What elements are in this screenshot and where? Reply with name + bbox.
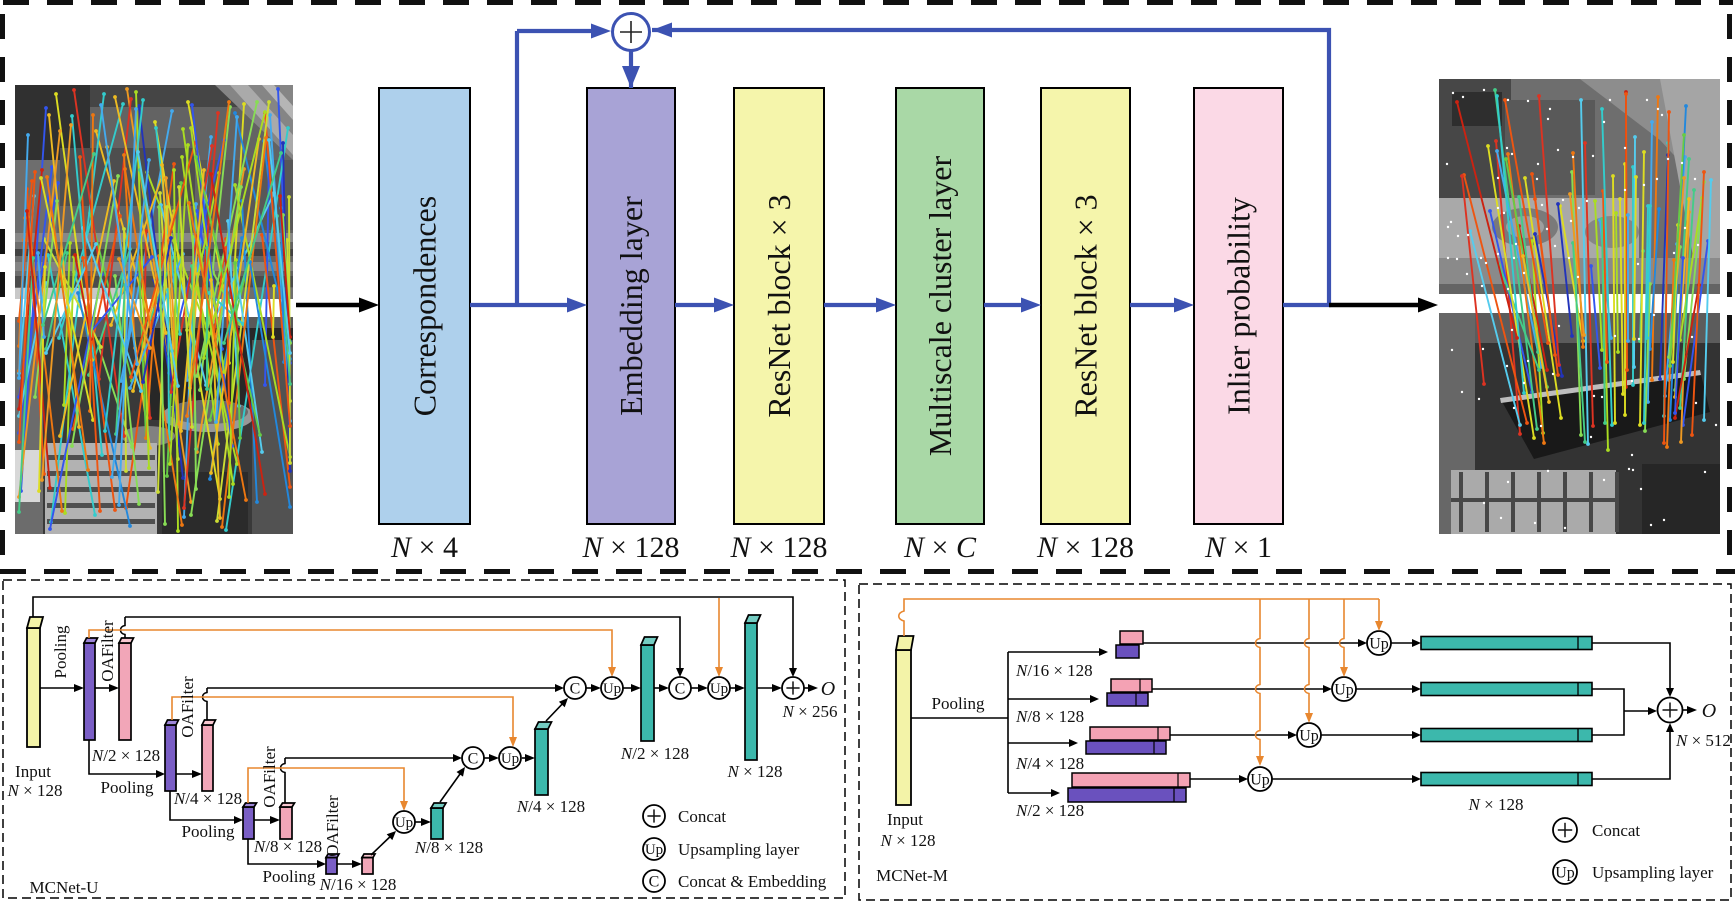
svg-text:N/4 × 128: N/4 × 128 bbox=[173, 789, 242, 808]
svg-text:OAFilter: OAFilter bbox=[260, 746, 279, 808]
svg-text:Multiscale cluster layer: Multiscale cluster layer bbox=[922, 155, 958, 456]
svg-text:Concat: Concat bbox=[678, 807, 726, 826]
svg-text:N × 512: N × 512 bbox=[1675, 731, 1731, 750]
svg-text:MCNet-M: MCNet-M bbox=[876, 866, 948, 885]
svg-text:Pooling: Pooling bbox=[51, 625, 70, 678]
svg-text:N/2 × 128: N/2 × 128 bbox=[620, 744, 689, 763]
svg-text:Up: Up bbox=[603, 681, 621, 697]
svg-text:Up: Up bbox=[501, 751, 519, 767]
svg-text:Up: Up bbox=[1250, 772, 1270, 789]
svg-text:C: C bbox=[570, 681, 581, 698]
svg-text:Up: Up bbox=[1555, 865, 1575, 882]
svg-text:N × 128: N × 128 bbox=[1468, 795, 1524, 814]
svg-text:Up: Up bbox=[1334, 682, 1354, 699]
svg-text:Concat & Embedding: Concat & Embedding bbox=[678, 872, 827, 891]
svg-text:OAFilter: OAFilter bbox=[178, 676, 197, 738]
svg-text:N/8 × 128: N/8 × 128 bbox=[1015, 707, 1084, 726]
svg-text:C: C bbox=[468, 751, 479, 768]
svg-text:N/2 × 128: N/2 × 128 bbox=[91, 746, 160, 765]
svg-text:C: C bbox=[675, 681, 686, 698]
svg-text:N × 128: N × 128 bbox=[1036, 531, 1134, 564]
svg-text:N/4 × 128: N/4 × 128 bbox=[516, 797, 585, 816]
svg-text:Up: Up bbox=[1369, 636, 1389, 653]
svg-text:N/8 × 128: N/8 × 128 bbox=[253, 837, 322, 856]
svg-text:Inlier probability: Inlier probability bbox=[1221, 197, 1257, 415]
svg-text:Upsampling layer: Upsampling layer bbox=[1592, 863, 1714, 882]
svg-text:N × 256: N × 256 bbox=[782, 702, 838, 721]
svg-text:Concat: Concat bbox=[1592, 821, 1640, 840]
svg-text:OAFilter: OAFilter bbox=[323, 795, 342, 857]
svg-text:MCNet-U: MCNet-U bbox=[30, 878, 99, 897]
svg-text:N × 128: N × 128 bbox=[730, 531, 828, 564]
svg-text:Up: Up bbox=[395, 815, 413, 831]
svg-text:Up: Up bbox=[710, 681, 728, 697]
svg-text:Input: Input bbox=[15, 762, 51, 781]
svg-text:OAFilter: OAFilter bbox=[98, 620, 117, 682]
svg-text:N × 1: N × 1 bbox=[1204, 531, 1272, 564]
svg-text:Pooling: Pooling bbox=[101, 778, 154, 797]
svg-text:Correspondences: Correspondences bbox=[407, 196, 443, 416]
svg-text:ResNet block × 3: ResNet block × 3 bbox=[1068, 194, 1104, 417]
svg-text:O: O bbox=[1702, 700, 1716, 722]
svg-text:N × 128: N × 128 bbox=[582, 531, 680, 564]
svg-text:Pooling: Pooling bbox=[932, 694, 985, 713]
svg-text:N × 4: N × 4 bbox=[390, 531, 458, 564]
svg-text:N × 128: N × 128 bbox=[727, 762, 783, 781]
svg-text:N/16 × 128: N/16 × 128 bbox=[319, 875, 397, 894]
svg-text:C: C bbox=[649, 874, 660, 891]
svg-text:Input: Input bbox=[887, 810, 923, 829]
svg-text:Upsampling layer: Upsampling layer bbox=[678, 840, 800, 859]
svg-text:Pooling: Pooling bbox=[263, 867, 316, 886]
svg-text:N/16 × 128: N/16 × 128 bbox=[1015, 661, 1093, 680]
svg-text:Pooling: Pooling bbox=[182, 822, 235, 841]
svg-text:N/2 × 128: N/2 × 128 bbox=[1015, 801, 1084, 820]
svg-text:N × 128: N × 128 bbox=[7, 781, 63, 800]
svg-text:O: O bbox=[821, 678, 835, 700]
svg-text:Up: Up bbox=[1299, 728, 1319, 745]
svg-text:Embedding layer: Embedding layer bbox=[613, 196, 649, 416]
svg-text:N/4 × 128: N/4 × 128 bbox=[1015, 754, 1084, 773]
svg-text:N × C: N × C bbox=[903, 531, 977, 564]
svg-text:N/8 × 128: N/8 × 128 bbox=[414, 838, 483, 857]
svg-text:ResNet block × 3: ResNet block × 3 bbox=[761, 194, 797, 417]
svg-text:N × 128: N × 128 bbox=[880, 831, 936, 850]
svg-text:Up: Up bbox=[645, 842, 663, 858]
